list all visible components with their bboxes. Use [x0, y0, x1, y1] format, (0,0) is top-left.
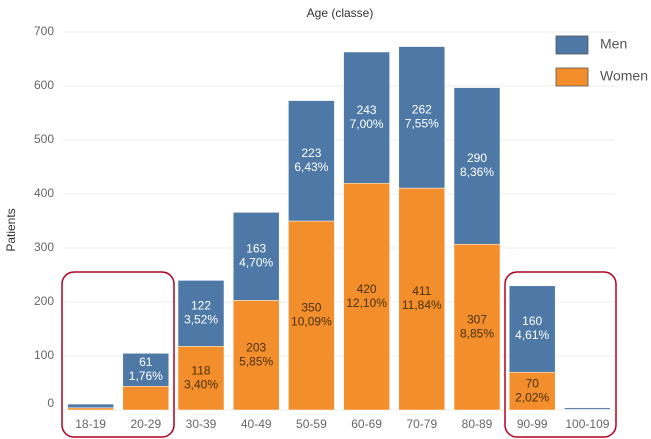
x-tick-label: 100-109: [565, 417, 609, 431]
value-label: 223: [301, 146, 321, 160]
x-tick-label: 60-69: [351, 417, 382, 431]
percent-label: 3,52%: [184, 313, 218, 327]
value-label: 350: [301, 301, 321, 315]
bar-segment: [343, 182, 390, 411]
percent-label: 8,36%: [460, 165, 494, 179]
bar-segment: [398, 187, 446, 411]
bar-segment: [453, 87, 501, 245]
bar-segment: [453, 243, 501, 411]
percent-label: 3,40%: [184, 377, 218, 391]
legend-swatch: [555, 67, 589, 87]
y-tick-label: 600: [34, 78, 54, 92]
legend-label: Men: [600, 36, 627, 52]
percent-label: 7,00%: [350, 117, 384, 131]
percent-label: 12,10%: [346, 296, 387, 310]
value-label: 307: [467, 312, 487, 326]
bar-segment: [122, 385, 170, 411]
y-tick-label: 500: [34, 132, 54, 146]
y-tick-label: 200: [34, 294, 54, 308]
value-label: 122: [191, 299, 211, 313]
percent-label: 6,43%: [294, 160, 328, 174]
bar-segment: [232, 212, 280, 301]
bar-segment: [398, 46, 446, 189]
x-tick-label: 40-49: [241, 417, 272, 431]
percent-label: 2,02%: [515, 390, 549, 404]
percent-label: 4,70%: [239, 256, 273, 270]
value-label: 118: [191, 363, 210, 377]
value-label: 163: [246, 242, 266, 256]
y-tick-label: 300: [34, 240, 54, 254]
x-tick-label: 50-59: [296, 417, 327, 431]
value-label: 262: [412, 102, 432, 116]
bar-segment: [177, 280, 225, 347]
percent-label: 11,84%: [402, 298, 442, 312]
y-tick-label: 700: [34, 24, 54, 38]
percent-label: 8,85%: [460, 326, 494, 340]
x-tick-label: 30-39: [186, 417, 217, 431]
x-tick-label: 18-19: [75, 417, 106, 431]
plot: 0 100 200 300 400 500 600 700 18-19 20-29 611,76% 3…: [34, 24, 648, 431]
value-label: 70: [526, 376, 540, 390]
x-tick-label: 70-79: [406, 417, 437, 431]
percent-label: 4,61%: [515, 328, 549, 342]
value-label: 160: [522, 314, 542, 328]
x-tick-label: 90-99: [517, 417, 548, 431]
highlight-box: [504, 271, 617, 438]
percent-label: 1,76%: [129, 369, 163, 383]
percent-label: 7,55%: [405, 116, 439, 130]
chart-title: Age (classe): [307, 6, 374, 20]
highlight-box: [61, 271, 175, 438]
y-tick-label: 0: [47, 396, 54, 410]
bar-segment: [122, 353, 170, 387]
value-label: 203: [246, 340, 266, 354]
value-label: 411: [412, 284, 431, 298]
x-tick-label: 80-89: [462, 417, 493, 431]
bar-segment: [508, 285, 556, 373]
y-tick-label: 100: [34, 348, 54, 362]
bar-segment: [564, 407, 611, 410]
bar-segment: [177, 346, 225, 411]
value-label: 290: [467, 151, 487, 165]
legend-label: Women: [600, 68, 648, 84]
value-label: 61: [139, 355, 153, 369]
value-label: 243: [357, 103, 377, 117]
legend-swatch: [555, 35, 589, 55]
bar-segment: [67, 403, 114, 409]
value-label: 420: [357, 282, 377, 296]
bar-segment: [288, 100, 335, 222]
percent-label: 5,85%: [239, 354, 273, 368]
bar-segment: [288, 220, 335, 411]
bar-segment: [232, 300, 280, 411]
y-axis-label: Patients: [4, 208, 18, 251]
x-tick-label: 20-29: [130, 417, 161, 431]
bar-segment: [343, 51, 390, 184]
percent-label: 10,09%: [291, 315, 332, 329]
bar-segment: [67, 407, 114, 411]
y-tick-label: 400: [34, 186, 54, 200]
